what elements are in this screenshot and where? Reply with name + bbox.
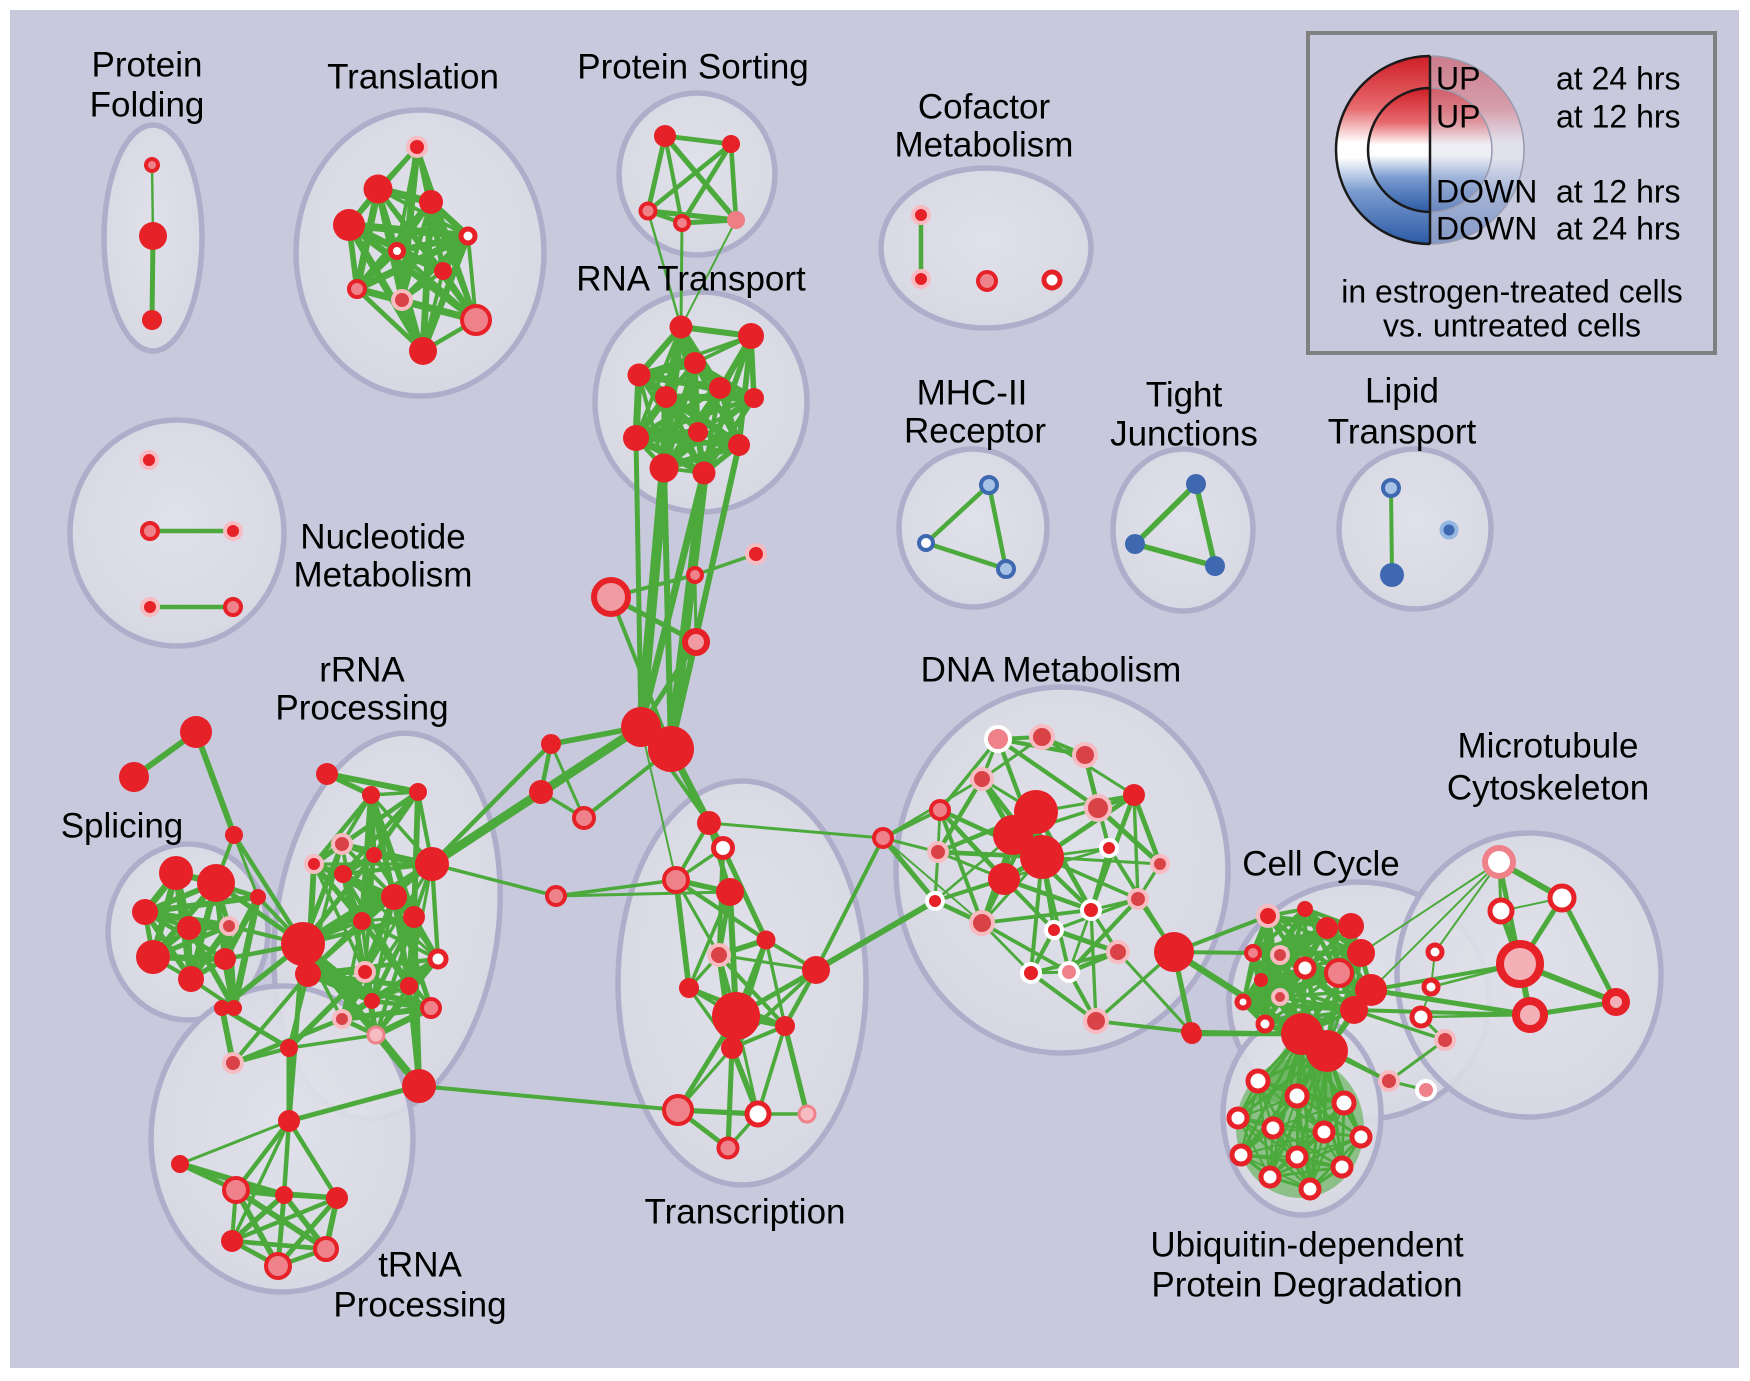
svg-text:at 12 hrs: at 12 hrs [1556, 98, 1681, 134]
svg-text:Protein Degradation: Protein Degradation [1151, 1265, 1462, 1304]
svg-text:Microtubule: Microtubule [1458, 726, 1639, 765]
svg-text:Processing: Processing [333, 1285, 506, 1324]
svg-text:RNA Transport: RNA Transport [576, 259, 806, 298]
svg-text:at 24 hrs: at 24 hrs [1556, 60, 1681, 96]
svg-text:vs. untreated cells: vs. untreated cells [1383, 307, 1641, 343]
svg-text:Folding: Folding [90, 85, 205, 124]
svg-text:at 12 hrs: at 12 hrs [1556, 173, 1681, 209]
svg-text:Metabolism: Metabolism [294, 555, 473, 594]
svg-text:UP: UP [1436, 60, 1480, 96]
svg-text:UP: UP [1436, 98, 1480, 134]
svg-text:Junctions: Junctions [1110, 414, 1258, 453]
svg-text:Tight: Tight [1146, 375, 1223, 414]
svg-text:Cofactor: Cofactor [918, 87, 1051, 126]
svg-text:tRNA: tRNA [378, 1245, 462, 1284]
svg-text:rRNA: rRNA [319, 650, 405, 689]
svg-text:Transcription: Transcription [645, 1192, 846, 1231]
svg-text:Processing: Processing [275, 688, 448, 727]
svg-text:Translation: Translation [327, 57, 499, 96]
svg-text:in estrogen-treated cells: in estrogen-treated cells [1341, 273, 1683, 309]
svg-text:Protein: Protein [92, 45, 203, 84]
svg-text:Cell Cycle: Cell Cycle [1242, 844, 1400, 883]
svg-text:Transport: Transport [1328, 412, 1477, 451]
svg-text:Lipid: Lipid [1365, 371, 1439, 410]
svg-text:Nucleotide: Nucleotide [300, 517, 465, 556]
svg-text:Metabolism: Metabolism [895, 125, 1074, 164]
svg-text:DOWN: DOWN [1436, 210, 1537, 246]
svg-text:Protein Sorting: Protein Sorting [577, 47, 809, 86]
svg-text:MHC-II: MHC-II [917, 373, 1028, 412]
svg-text:DNA Metabolism: DNA Metabolism [921, 650, 1182, 689]
svg-text:DOWN: DOWN [1436, 173, 1537, 209]
svg-text:Receptor: Receptor [904, 411, 1046, 450]
svg-text:at 24 hrs: at 24 hrs [1556, 210, 1681, 246]
svg-text:Splicing: Splicing [61, 806, 184, 845]
svg-text:Ubiquitin-dependent: Ubiquitin-dependent [1150, 1225, 1464, 1264]
svg-text:Cytoskeleton: Cytoskeleton [1447, 768, 1649, 807]
